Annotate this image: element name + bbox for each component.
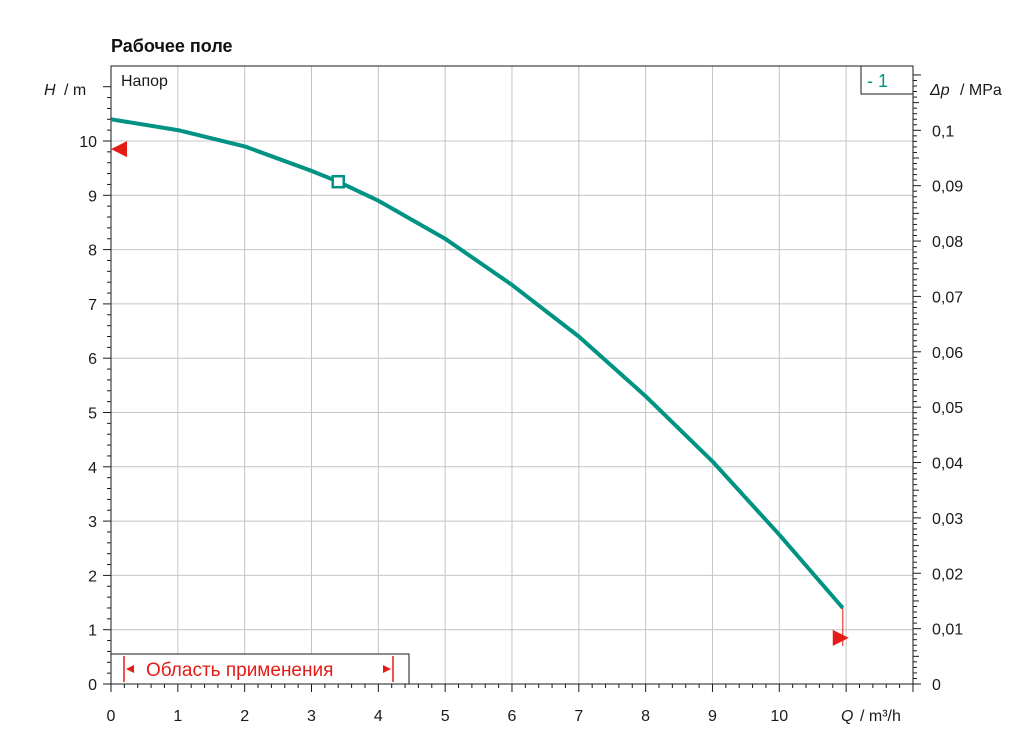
left-tick-label: 7 xyxy=(88,297,97,314)
left-tick-label: 10 xyxy=(79,134,97,151)
bottom-tick-label: 4 xyxy=(374,708,383,725)
right-tick-label: 0,1 xyxy=(932,123,954,140)
legend: - 1 xyxy=(860,65,914,95)
bottom-tick-label: 7 xyxy=(574,708,583,725)
left-axis-unit: / m xyxy=(64,82,86,99)
right-axis-unit: / MPa xyxy=(960,82,1002,99)
legend-box xyxy=(860,65,914,95)
right-tick-label: 0,04 xyxy=(932,456,963,473)
curve-layer xyxy=(110,117,849,646)
grid xyxy=(111,66,913,684)
x-axis-unit: / m³/h xyxy=(860,708,901,725)
left-axis-symbol: H xyxy=(44,82,56,99)
right-limit-marker xyxy=(832,629,849,646)
left-tick-label: 4 xyxy=(88,460,97,477)
duty-point-marker xyxy=(331,174,345,189)
right-tick-label: 0 xyxy=(932,677,941,694)
x-axis-title: Q / m³/h xyxy=(841,708,901,725)
right-tick-label: 0,05 xyxy=(932,400,963,417)
right-tick-label: 0,06 xyxy=(932,345,963,362)
bottom-tick-label: 3 xyxy=(307,708,316,725)
left-tick-label: 6 xyxy=(88,351,97,368)
right-tick-label: 0,09 xyxy=(932,179,963,196)
bottom-tick-label: 2 xyxy=(240,708,249,725)
bottom-tick-label: 0 xyxy=(107,708,116,725)
left-tick-label: 5 xyxy=(88,406,97,423)
x-axis-symbol: Q xyxy=(841,708,853,725)
right-tick-label: 0,03 xyxy=(932,511,963,528)
right-tick-label: 0,08 xyxy=(932,234,963,251)
right-axis-symbol: Δp xyxy=(929,82,950,99)
right-tick-label: 0,07 xyxy=(932,289,963,306)
application-area-right-arrow xyxy=(383,665,391,673)
application-area: Область применения xyxy=(110,653,410,685)
left-axis-title: H / m xyxy=(44,82,86,99)
left-tick-label: 8 xyxy=(88,243,97,260)
chart-title: Рабочее поле xyxy=(111,36,233,56)
application-area-left-arrow xyxy=(126,665,134,673)
left-limit-marker xyxy=(111,141,127,158)
bottom-tick-label: 10 xyxy=(770,708,788,725)
left-tick-label: 2 xyxy=(88,568,97,585)
right-tick-label: 0,01 xyxy=(932,622,963,639)
bottom-tick-label: 6 xyxy=(508,708,517,725)
left-tick-label: 0 xyxy=(88,677,97,694)
bottom-tick-label: 8 xyxy=(641,708,650,725)
application-area-box xyxy=(110,653,410,685)
left-tick-label: 3 xyxy=(88,514,97,531)
bottom-tick-label: 5 xyxy=(441,708,450,725)
legend-series-label: - 1 xyxy=(867,71,888,91)
axis-ticks: 0 1 2 3 4 5 6 7 8 9 10 0 1 2 3 4 5 6 7 8 9 10 0 0,01 0,02 0,03 0,0… xyxy=(79,74,963,725)
right-axis-title: Δp / MPa xyxy=(929,82,1002,99)
left-tick-label: 1 xyxy=(88,623,97,640)
plot-label: Напор xyxy=(121,73,168,90)
pump-curve xyxy=(110,117,845,610)
bottom-tick-label: 9 xyxy=(708,708,717,725)
right-tick-label: 0,02 xyxy=(932,566,963,583)
left-tick-label: 9 xyxy=(88,188,97,205)
application-area-label: Область применения xyxy=(146,660,333,681)
bottom-tick-label: 1 xyxy=(173,708,182,725)
